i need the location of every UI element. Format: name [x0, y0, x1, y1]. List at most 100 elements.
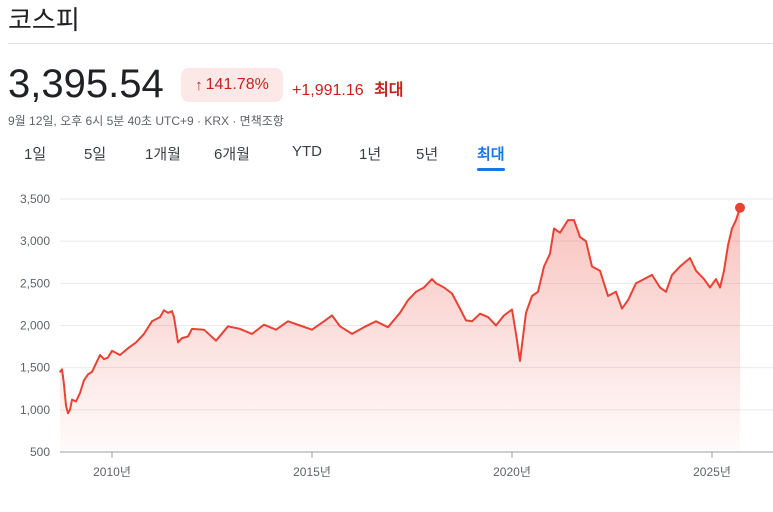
data-point [689, 257, 691, 259]
data-point [709, 286, 711, 289]
data-point [63, 383, 65, 386]
data-point [171, 310, 173, 312]
data-point [203, 328, 205, 331]
data-point [651, 274, 653, 276]
change-amount: +1,991.16 [292, 82, 364, 99]
tab-6m[interactable]: 6개월 [214, 146, 250, 163]
data-point [479, 312, 481, 315]
data-point [87, 373, 89, 376]
data-point [331, 314, 333, 317]
data-point [339, 325, 341, 328]
data-point [143, 333, 145, 335]
data-point [59, 371, 61, 373]
y-tick-label: 2,500 [20, 276, 50, 290]
range-tabs: 1일 5일 1개월 6개월 YTD 1년 5년 최대 [0, 143, 560, 171]
x-tick-label: 2015년 [293, 465, 331, 479]
data-point [567, 219, 569, 221]
data-point [399, 312, 401, 314]
data-point [465, 319, 467, 322]
data-point [127, 347, 129, 350]
data-point [181, 337, 183, 339]
data-point [643, 278, 645, 280]
data-point [275, 328, 277, 331]
data-point [159, 316, 161, 318]
data-point [251, 333, 253, 335]
y-tick-label: 1,500 [20, 361, 50, 375]
page-title: 코스피 [8, 5, 80, 35]
tab-1d[interactable]: 1일 [24, 146, 47, 163]
data-point [525, 312, 527, 314]
current-price: 3,395.54 [8, 62, 164, 106]
data-point [435, 282, 437, 285]
data-point [191, 328, 193, 330]
data-point [163, 309, 165, 312]
data-point [363, 326, 365, 328]
data-point [61, 368, 63, 371]
data-point [177, 341, 179, 344]
data-point [351, 333, 353, 335]
data-point [311, 328, 313, 331]
tab-5d[interactable]: 5일 [84, 146, 107, 163]
data-point [99, 354, 101, 356]
data-point [503, 314, 505, 317]
x-tick-label: 2025년 [693, 465, 731, 479]
data-point [719, 286, 721, 289]
y-tick-label: 1,000 [20, 403, 50, 417]
data-point [151, 320, 153, 323]
data-point [585, 240, 587, 242]
data-point [423, 286, 425, 289]
tab-5y[interactable]: 5년 [416, 146, 439, 163]
data-point [459, 307, 461, 310]
change-value: +1,991.16 최대 [292, 76, 404, 100]
data-point [519, 360, 521, 362]
data-point [715, 278, 717, 280]
data-point [215, 339, 217, 342]
data-point [67, 412, 69, 415]
data-point [173, 316, 175, 318]
data-point [287, 320, 289, 323]
quote-meta: 9월 12일, 오후 6시 5분 40초 UTC+9 · KRX · 면책조항 [8, 114, 284, 128]
data-point [407, 299, 409, 301]
data-point [263, 323, 265, 326]
data-point [387, 326, 389, 328]
change-period: 최대 [374, 82, 404, 99]
data-point [167, 312, 169, 314]
data-point [487, 316, 489, 318]
data-point [107, 356, 109, 359]
data-point [671, 274, 673, 276]
y-tick-label: 500 [30, 445, 50, 459]
data-point [95, 362, 97, 365]
tab-1y[interactable]: 1년 [359, 146, 382, 163]
price-chart[interactable]: 500 1,000 1,500 2,000 2,500 3,000 3,500 2010년 2… [0, 185, 773, 485]
data-point [591, 265, 593, 268]
data-point [731, 227, 733, 230]
data-point [227, 325, 229, 328]
data-point [727, 244, 729, 247]
data-point [103, 358, 105, 361]
data-point [79, 392, 81, 394]
y-tick-label: 3,000 [20, 234, 50, 248]
data-point [299, 324, 301, 327]
data-point [83, 379, 85, 382]
header-divider [8, 43, 773, 44]
data-point [495, 324, 497, 327]
data-point [735, 219, 737, 221]
data-point [559, 231, 561, 234]
tab-max[interactable]: 최대 [477, 143, 505, 171]
data-point [91, 371, 93, 373]
change-percent-badge: ↑ 141.78% [181, 68, 283, 102]
data-point [471, 320, 473, 323]
data-point [187, 335, 189, 338]
y-tick-label: 2,000 [20, 319, 50, 333]
data-point [549, 253, 551, 255]
data-point [665, 290, 667, 293]
data-point [573, 219, 575, 221]
tab-ytd[interactable]: YTD [292, 143, 322, 160]
data-point [511, 308, 513, 311]
data-point [119, 354, 121, 356]
data-point [537, 290, 539, 293]
current-price-marker [735, 202, 745, 213]
tab-1m[interactable]: 1개월 [145, 146, 181, 163]
data-point [531, 295, 533, 297]
data-point [723, 269, 725, 272]
